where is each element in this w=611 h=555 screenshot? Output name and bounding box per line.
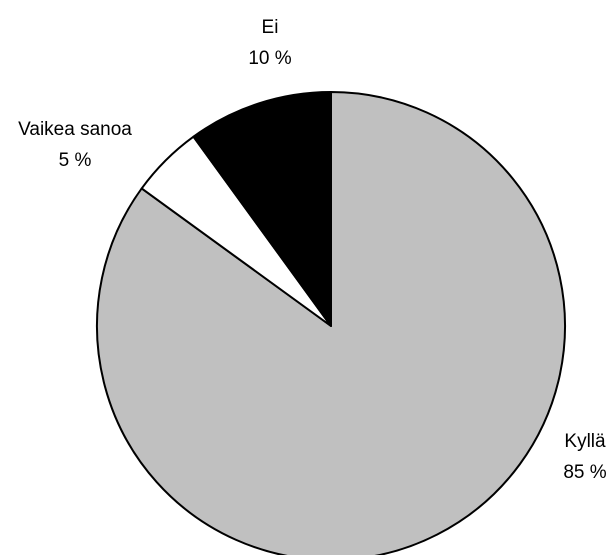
slice-value-label: 85 % bbox=[563, 462, 606, 483]
slice-value-label: 5 % bbox=[59, 150, 92, 171]
slice-value-label: 10 % bbox=[248, 48, 291, 69]
slice-label: Kyllä bbox=[564, 431, 606, 452]
slice-label: Ei bbox=[262, 17, 279, 38]
slice-label: Vaikea sanoa bbox=[18, 119, 132, 140]
pie-slice bbox=[192, 91, 332, 327]
